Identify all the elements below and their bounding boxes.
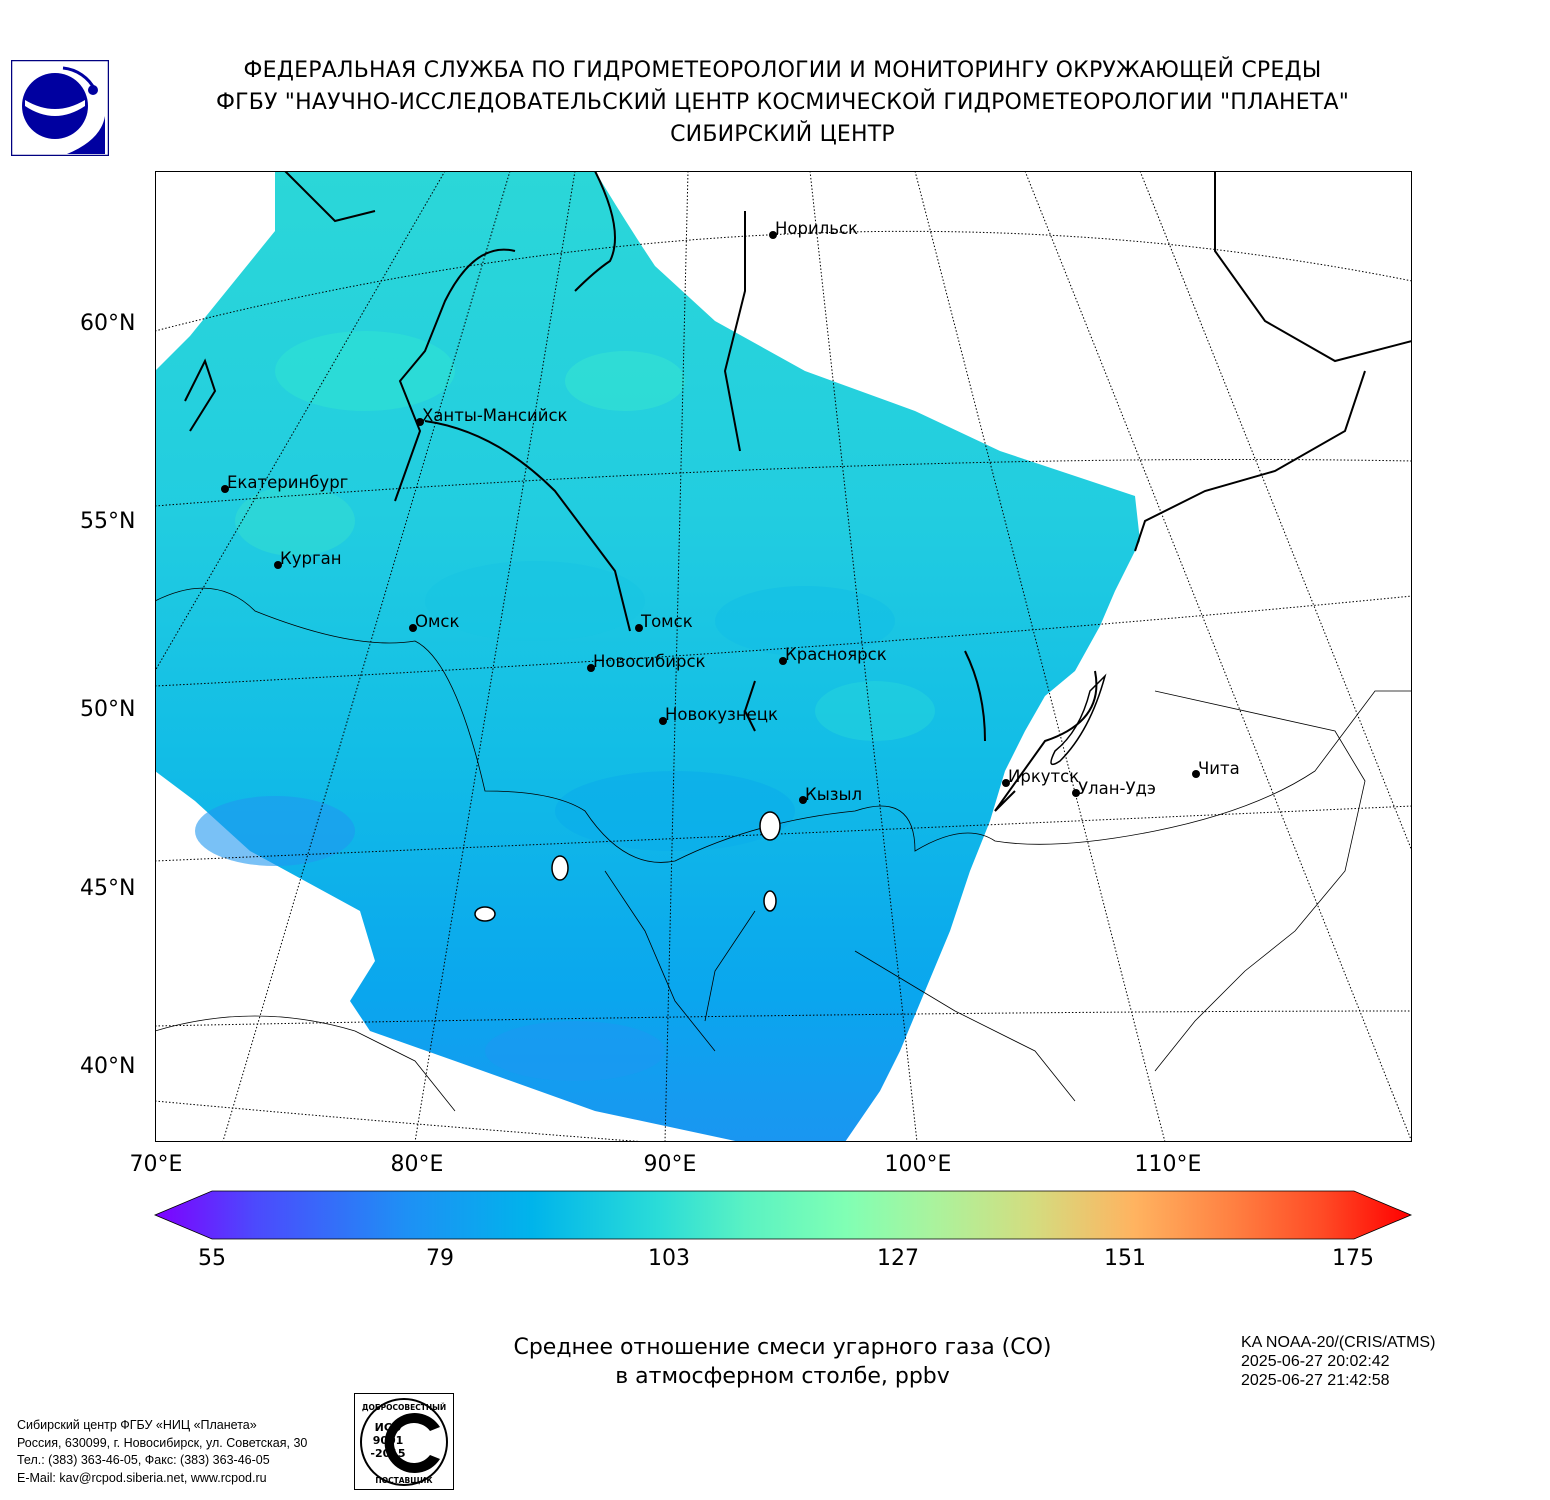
lat-label-50: 50°N <box>80 697 136 722</box>
city-marker-irkutsk <box>1002 779 1010 787</box>
iso-badge-top-text: ДОБРОСОВЕСТНЫЙ <box>362 1403 446 1412</box>
city-marker-kurgan <box>274 561 282 569</box>
iso-badge-bottom-text: ПОСТАВЩИК <box>375 1476 433 1485</box>
satellite-info: KA NOAA-20/(CRIS/ATMS) 2025-06-27 20:02:… <box>1241 1333 1435 1390</box>
satellite-start-time: 2025-06-27 20:02:42 <box>1241 1353 1390 1370</box>
city-marker-ulan-ude <box>1072 789 1080 797</box>
caption-line-2: в атмосферном столбе, ppbv <box>615 1364 950 1389</box>
city-marker-norilsk <box>769 231 777 239</box>
city-marker-krasnoyarsk <box>779 657 787 665</box>
org-phone: Тел.: (383) 363-46-05, Факс: (383) 363-4… <box>17 1453 270 1467</box>
organization-info: Сибирский центр ФГБУ «НИЦ «Планета» Росс… <box>17 1417 307 1487</box>
iso-9001-badge-icon: ДОБРОСОВЕСТНЫЙ ИСО 9001 -2015 ПОСТАВЩИК <box>354 1393 454 1490</box>
lon-label-80: 80°E <box>390 1152 444 1177</box>
city-label-irkutsk: Иркутск <box>1008 767 1079 786</box>
iso-badge-line-3: -2015 <box>370 1447 405 1460</box>
city-marker-chita <box>1192 770 1200 778</box>
planeta-logo-icon <box>11 60 109 156</box>
city-label-khanty-mansiysk: Ханты-Мансийск <box>422 406 568 425</box>
city-label-yekaterinburg: Екатеринбург <box>227 473 348 492</box>
lat-label-60: 60°N <box>80 311 136 336</box>
header-line-1: ФЕДЕРАЛЬНАЯ СЛУЖБА ПО ГИДРОМЕТЕОРОЛОГИИ … <box>243 58 1322 83</box>
satellite-name: KA NOAA-20/(CRIS/ATMS) <box>1241 1334 1436 1351</box>
city-marker-khanty-mansiysk <box>416 418 424 426</box>
lon-label-100: 100°E <box>884 1152 952 1177</box>
lon-label-90: 90°E <box>643 1152 697 1177</box>
co-concentration-map: Норильск Ханты-Мансийск Екатеринбург Кур… <box>155 171 1412 1142</box>
city-label-kurgan: Курган <box>280 549 342 568</box>
map-caption: Среднее отношение смеси угарного газа (C… <box>400 1333 1165 1391</box>
city-label-chita: Чита <box>1198 759 1240 778</box>
city-marker-novokuznetsk <box>659 717 667 725</box>
data-swath <box>155 171 1140 1142</box>
header-line-3: СИБИРСКИЙ ЦЕНТР <box>670 122 895 147</box>
city-label-norilsk: Норильск <box>775 219 858 238</box>
city-marker-kyzyl <box>799 796 807 804</box>
org-name: Сибирский центр ФГБУ «НИЦ «Планета» <box>17 1418 257 1432</box>
city-label-novokuznetsk: Новокузнецк <box>665 705 778 724</box>
city-label-tomsk: Томск <box>640 612 693 631</box>
colorbar-scale <box>153 1190 1413 1240</box>
colorbar-tick-79: 79 <box>426 1246 454 1271</box>
city-label-novosibirsk: Новосибирск <box>593 652 706 671</box>
city-label-omsk: Омск <box>415 612 460 631</box>
lon-label-70: 70°E <box>129 1152 183 1177</box>
satellite-end-time: 2025-06-27 21:42:58 <box>1241 1372 1390 1389</box>
iso-badge-line-2: 9001 <box>373 1434 404 1447</box>
org-email: E-Mail: kav@rcpod.siberia.net, www.rcpod… <box>17 1470 267 1485</box>
city-marker-yekaterinburg <box>221 485 229 493</box>
city-label-ulan-ude: Улан-Удэ <box>1078 779 1156 798</box>
colorbar-tick-127: 127 <box>877 1246 919 1271</box>
colorbar <box>153 1190 1413 1240</box>
iso-badge-line-1: ИСО <box>375 1421 402 1434</box>
lat-label-45: 45°N <box>80 876 136 901</box>
colorbar-tick-175: 175 <box>1332 1246 1374 1271</box>
city-label-krasnoyarsk: Красноярск <box>785 645 887 664</box>
lat-label-40: 40°N <box>80 1054 136 1079</box>
colorbar-tick-55: 55 <box>198 1246 226 1271</box>
city-marker-novosibirsk <box>587 664 595 672</box>
lat-label-55: 55°N <box>80 509 136 534</box>
lon-label-110: 110°E <box>1134 1152 1202 1177</box>
city-label-kyzyl: Кызыл <box>805 785 862 804</box>
city-marker-omsk <box>409 624 417 632</box>
colorbar-tick-103: 103 <box>648 1246 690 1271</box>
colorbar-tick-151: 151 <box>1104 1246 1146 1271</box>
caption-line-1: Среднее отношение смеси угарного газа (C… <box>513 1335 1052 1360</box>
header-line-2: ФГБУ "НАУЧНО-ИССЛЕДОВАТЕЛЬСКИЙ ЦЕНТР КОС… <box>215 90 1350 115</box>
city-marker-tomsk <box>635 624 643 632</box>
org-address: Россия, 630099, г. Новосибирск, ул. Сове… <box>17 1435 308 1450</box>
